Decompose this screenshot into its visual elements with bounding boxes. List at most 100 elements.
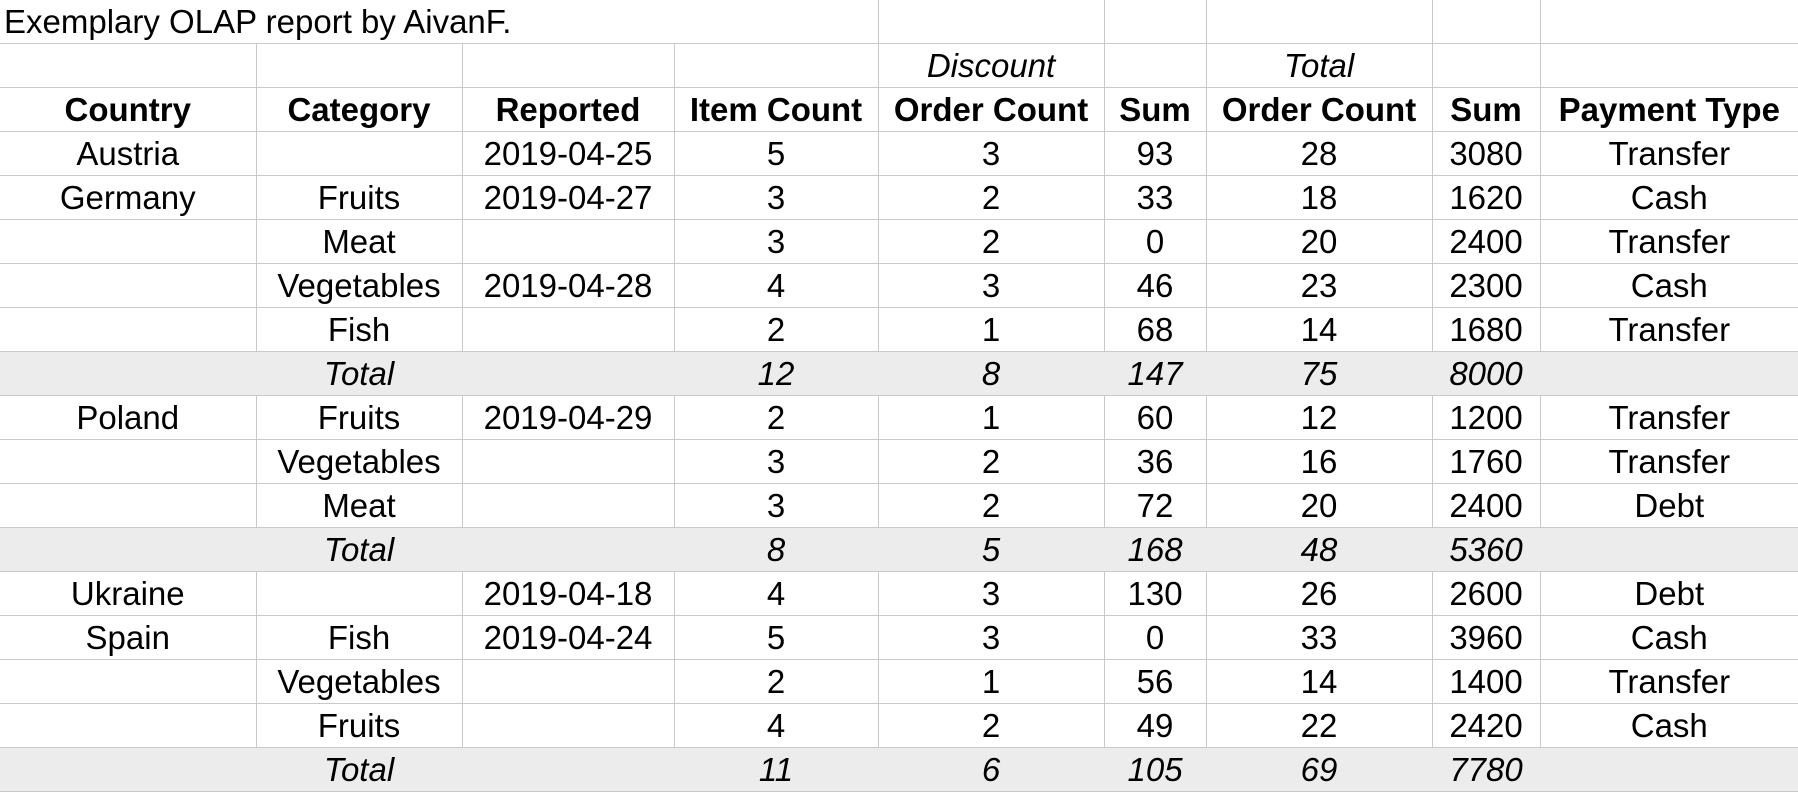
reported-cell[interactable] xyxy=(461,219,675,264)
reported-cell[interactable]: 2019-04-28 xyxy=(461,263,675,308)
total-order-count-cell[interactable]: 18 xyxy=(1205,175,1433,220)
total-sum-cell[interactable]: 3960 xyxy=(1431,615,1541,660)
item-count-cell[interactable]: 3 xyxy=(673,483,879,528)
discount-sum-cell[interactable]: 130 xyxy=(1103,571,1207,616)
reported-cell[interactable] xyxy=(461,439,675,484)
payment-type-cell[interactable]: Cash xyxy=(1539,263,1798,308)
category-cell[interactable]: Fruits xyxy=(255,703,463,748)
country-cell[interactable]: Poland xyxy=(0,395,257,440)
discount-order-count-cell[interactable]: 2 xyxy=(877,175,1105,220)
reported-cell[interactable] xyxy=(461,527,675,572)
total-sum-cell[interactable]: 2600 xyxy=(1431,571,1541,616)
category-cell[interactable]: Fish xyxy=(255,307,463,352)
empty-cell[interactable] xyxy=(673,43,879,88)
category-cell[interactable]: Vegetables xyxy=(255,263,463,308)
country-cell[interactable]: Austria xyxy=(0,131,257,176)
discount-sum-cell[interactable]: 33 xyxy=(1103,175,1207,220)
item-count-cell[interactable]: 3 xyxy=(673,439,879,484)
reported-cell[interactable]: 2019-04-24 xyxy=(461,615,675,660)
header-country[interactable]: Country xyxy=(0,87,257,132)
category-cell[interactable]: Meat xyxy=(255,219,463,264)
payment-type-cell[interactable]: Transfer xyxy=(1539,307,1798,352)
discount-order-count-cell[interactable]: 6 xyxy=(877,747,1105,792)
item-count-cell[interactable]: 2 xyxy=(673,307,879,352)
discount-order-count-cell[interactable]: 2 xyxy=(877,219,1105,264)
discount-sum-cell[interactable]: 46 xyxy=(1103,263,1207,308)
discount-sum-cell[interactable]: 0 xyxy=(1103,615,1207,660)
discount-sum-cell[interactable]: 56 xyxy=(1103,659,1207,704)
total-order-count-cell[interactable]: 12 xyxy=(1205,395,1433,440)
total-order-count-cell[interactable]: 75 xyxy=(1205,351,1433,396)
discount-order-count-cell[interactable]: 8 xyxy=(877,351,1105,396)
item-count-cell[interactable]: 3 xyxy=(673,219,879,264)
payment-type-cell[interactable]: Transfer xyxy=(1539,659,1798,704)
total-sum-cell[interactable]: 1620 xyxy=(1431,175,1541,220)
discount-order-count-cell[interactable]: 2 xyxy=(877,439,1105,484)
category-cell[interactable]: Total xyxy=(255,351,463,396)
header-payment-type[interactable]: Payment Type xyxy=(1539,87,1798,132)
payment-type-cell[interactable]: Cash xyxy=(1539,703,1798,748)
total-order-count-cell[interactable]: 22 xyxy=(1205,703,1433,748)
payment-type-cell[interactable]: Transfer xyxy=(1539,131,1798,176)
discount-order-count-cell[interactable]: 3 xyxy=(877,571,1105,616)
discount-order-count-cell[interactable]: 5 xyxy=(877,527,1105,572)
payment-type-cell[interactable]: Transfer xyxy=(1539,395,1798,440)
country-cell[interactable] xyxy=(0,263,257,308)
empty-cell[interactable] xyxy=(1431,0,1541,44)
reported-cell[interactable]: 2019-04-25 xyxy=(461,131,675,176)
payment-type-cell[interactable]: Transfer xyxy=(1539,219,1798,264)
discount-sum-cell[interactable]: 36 xyxy=(1103,439,1207,484)
item-count-cell[interactable]: 2 xyxy=(673,395,879,440)
total-sum-cell[interactable]: 2400 xyxy=(1431,483,1541,528)
reported-cell[interactable]: 2019-04-27 xyxy=(461,175,675,220)
category-cell[interactable]: Total xyxy=(255,527,463,572)
item-count-cell[interactable]: 4 xyxy=(673,703,879,748)
total-sum-cell[interactable]: 1400 xyxy=(1431,659,1541,704)
header-discount-order-count[interactable]: Order Count xyxy=(877,87,1105,132)
discount-sum-cell[interactable]: 93 xyxy=(1103,131,1207,176)
category-cell[interactable]: Vegetables xyxy=(255,659,463,704)
empty-cell[interactable] xyxy=(877,0,1105,44)
category-cell[interactable]: Fish xyxy=(255,615,463,660)
total-sum-cell[interactable]: 2400 xyxy=(1431,219,1541,264)
payment-type-cell[interactable]: Debt xyxy=(1539,483,1798,528)
category-cell[interactable]: Vegetables xyxy=(255,439,463,484)
item-count-cell[interactable]: 4 xyxy=(673,263,879,308)
category-cell[interactable]: Fruits xyxy=(255,395,463,440)
empty-cell[interactable] xyxy=(1103,43,1207,88)
header-item-count[interactable]: Item Count xyxy=(673,87,879,132)
reported-cell[interactable] xyxy=(461,659,675,704)
category-cell[interactable]: Total xyxy=(255,747,463,792)
category-cell[interactable] xyxy=(255,571,463,616)
payment-type-cell[interactable] xyxy=(1539,527,1798,572)
reported-cell[interactable]: 2019-04-18 xyxy=(461,571,675,616)
empty-cell[interactable] xyxy=(1431,43,1541,88)
payment-type-cell[interactable]: Cash xyxy=(1539,175,1798,220)
discount-order-count-cell[interactable]: 3 xyxy=(877,615,1105,660)
item-count-cell[interactable]: 12 xyxy=(673,351,879,396)
discount-order-count-cell[interactable]: 3 xyxy=(877,263,1105,308)
discount-order-count-cell[interactable]: 1 xyxy=(877,395,1105,440)
discount-sum-cell[interactable]: 49 xyxy=(1103,703,1207,748)
total-sum-cell[interactable]: 2300 xyxy=(1431,263,1541,308)
empty-cell[interactable] xyxy=(1539,43,1798,88)
total-order-count-cell[interactable]: 33 xyxy=(1205,615,1433,660)
reported-cell[interactable]: 2019-04-29 xyxy=(461,395,675,440)
discount-order-count-cell[interactable]: 2 xyxy=(877,703,1105,748)
country-cell[interactable] xyxy=(0,659,257,704)
country-cell[interactable] xyxy=(0,527,257,572)
reported-cell[interactable] xyxy=(461,483,675,528)
discount-order-count-cell[interactable]: 3 xyxy=(877,131,1105,176)
total-sum-cell[interactable]: 3080 xyxy=(1431,131,1541,176)
total-sum-cell[interactable]: 5360 xyxy=(1431,527,1541,572)
discount-sum-cell[interactable]: 0 xyxy=(1103,219,1207,264)
category-cell[interactable] xyxy=(255,131,463,176)
item-count-cell[interactable]: 2 xyxy=(673,659,879,704)
report-title[interactable]: Exemplary OLAP report by AivanF. xyxy=(0,0,879,44)
total-sum-cell[interactable]: 8000 xyxy=(1431,351,1541,396)
total-sum-cell[interactable]: 1760 xyxy=(1431,439,1541,484)
discount-order-count-cell[interactable]: 1 xyxy=(877,659,1105,704)
empty-cell[interactable] xyxy=(255,43,463,88)
reported-cell[interactable] xyxy=(461,351,675,396)
country-cell[interactable] xyxy=(0,747,257,792)
